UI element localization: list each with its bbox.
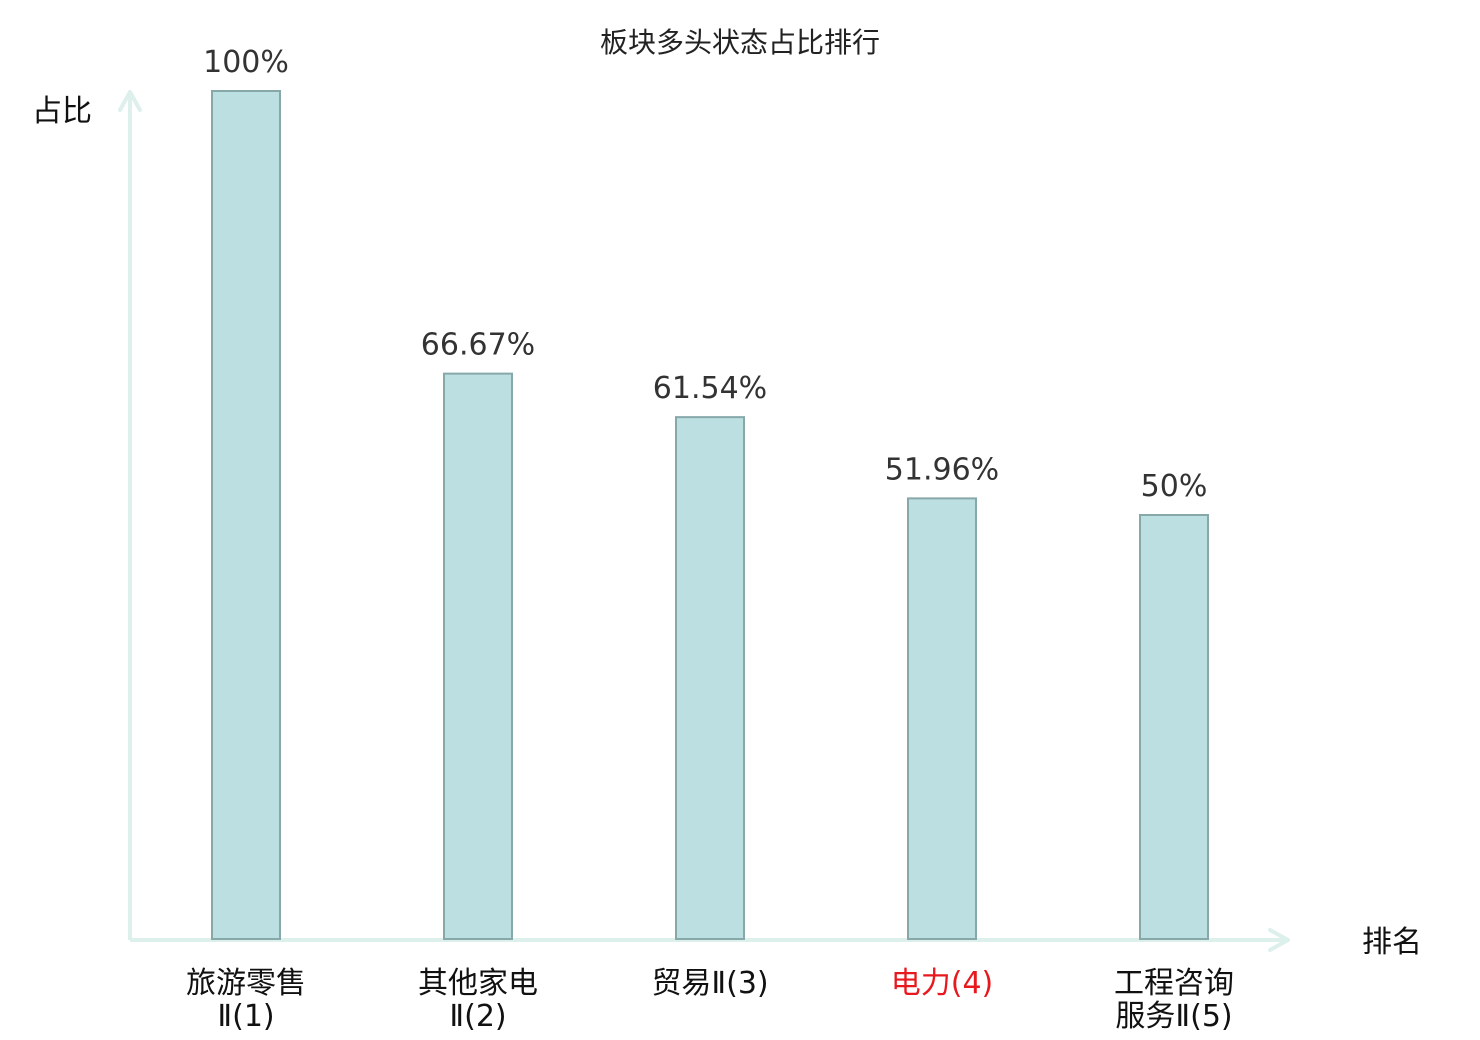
- category-label-line: Ⅱ(1): [217, 999, 274, 1034]
- category-label-line: 贸易Ⅱ(3): [651, 966, 768, 1001]
- category-label: 电力(4): [891, 966, 994, 1001]
- category-label: 旅游零售 Ⅱ(1): [186, 966, 306, 1034]
- bar: [675, 416, 745, 940]
- category-label-line: Ⅱ(2): [449, 999, 506, 1034]
- bar: [211, 90, 281, 940]
- category-label-line: 电力(4): [891, 966, 994, 1001]
- category-label: 工程咨询服务Ⅱ(5): [1114, 966, 1234, 1034]
- chart-title: 板块多头状态占比排行: [600, 26, 880, 59]
- x-axis-arrow-icon: [1268, 928, 1290, 952]
- bar-value-label: 61.54%: [653, 371, 767, 406]
- bar-value-label: 50%: [1141, 469, 1208, 504]
- y-axis: [118, 90, 142, 940]
- category-label: 贸易Ⅱ(3): [651, 966, 768, 1001]
- category-label-line: 旅游零售: [186, 966, 306, 1001]
- bar: [443, 372, 513, 940]
- bar: [907, 497, 977, 940]
- bar-series: [211, 90, 1209, 940]
- bar-value-label: 66.67%: [421, 328, 535, 363]
- bar-value-label: 100%: [203, 45, 289, 80]
- category-label-line: 其他家电: [418, 966, 538, 1001]
- category-labels: 旅游零售 Ⅱ(1) 其他家电 Ⅱ(2) 贸易Ⅱ(3) 电力(4) 工程咨询服务Ⅱ(5): [186, 966, 1234, 1034]
- x-axis-label: 排名: [1362, 925, 1422, 960]
- bar-value-label: 51.96%: [885, 452, 999, 487]
- value-labels: 100% 66.67% 61.54% 51.96% 50%: [203, 45, 1207, 504]
- category-label: 其他家电 Ⅱ(2): [418, 966, 538, 1034]
- y-axis-label: 占比: [32, 94, 92, 129]
- bar: [1139, 514, 1209, 940]
- category-label-line: 服务Ⅱ(5): [1115, 999, 1232, 1034]
- y-axis-arrow-icon: [118, 90, 142, 112]
- category-label-line: 工程咨询: [1114, 966, 1234, 1001]
